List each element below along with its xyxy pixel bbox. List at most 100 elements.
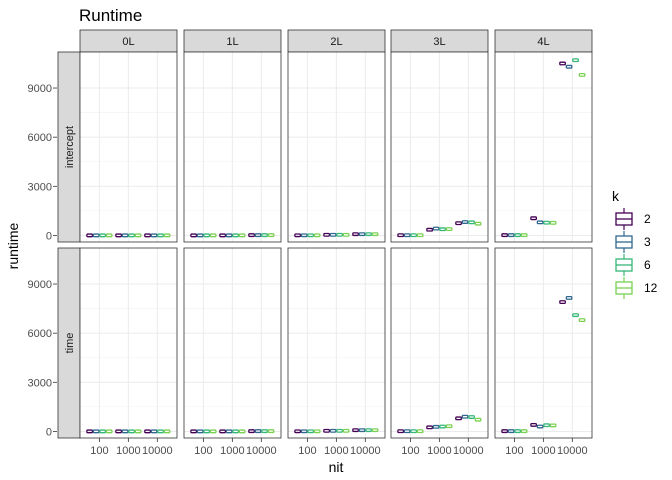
box-mark	[461, 414, 469, 419]
box-mark	[300, 429, 308, 434]
facet-panel	[390, 51, 489, 243]
box-mark	[232, 429, 240, 434]
y-tick-label: 9000	[28, 279, 52, 291]
box-mark	[115, 233, 123, 238]
box-mark	[461, 220, 469, 224]
facet-strip-col-label: 1L	[226, 36, 238, 48]
box-mark	[163, 429, 171, 434]
x-tick-label: 100	[194, 445, 212, 457]
box-mark	[196, 429, 204, 434]
box-mark	[267, 429, 275, 434]
panel-border	[494, 51, 593, 243]
box-mark	[536, 424, 544, 429]
facet-panel	[183, 51, 282, 243]
chart-title: Runtime	[79, 6, 142, 25]
box-mark	[267, 233, 275, 238]
box-mark	[209, 233, 217, 238]
box-mark	[163, 233, 171, 238]
box-mark	[203, 233, 211, 238]
y-tick-label: 6000	[28, 132, 52, 144]
x-tick-label: 10000	[453, 445, 484, 457]
box-mark	[121, 429, 129, 434]
box-mark	[99, 429, 107, 434]
box-mark	[549, 220, 557, 225]
legend-entry: 3	[615, 231, 651, 253]
box-mark	[238, 429, 246, 434]
box-mark	[336, 428, 344, 433]
box-mark	[530, 422, 538, 427]
box-mark	[507, 233, 515, 238]
facet-panel	[390, 247, 489, 439]
y-tick-label: 0	[46, 230, 52, 242]
box-mark	[121, 233, 129, 238]
box-mark	[144, 233, 151, 238]
box-mark	[105, 429, 113, 434]
box-mark	[474, 221, 482, 226]
facet-strip-row-label: time	[64, 333, 76, 354]
x-tick-label: 10000	[350, 445, 381, 457]
box-mark	[403, 233, 411, 238]
box-mark	[144, 429, 151, 434]
box-mark	[520, 233, 528, 238]
x-tick-label: 1000	[324, 445, 348, 457]
box-mark	[196, 233, 204, 238]
box-mark	[190, 429, 198, 434]
box-mark	[261, 233, 268, 238]
box-mark	[549, 423, 557, 428]
box-mark	[426, 227, 434, 232]
panel-border	[287, 51, 386, 243]
box-mark	[203, 429, 211, 434]
legend: k 2 3 6 12	[612, 188, 658, 299]
facet-strip-col-label: 2L	[330, 36, 342, 48]
x-tick-label: 10000	[557, 445, 588, 457]
x-axis-title: nit	[329, 459, 344, 475]
box-mark	[248, 233, 255, 238]
box-mark	[572, 313, 579, 318]
box-mark	[365, 428, 372, 433]
box-mark	[323, 428, 331, 433]
legend-entry: 12	[615, 277, 658, 299]
box-mark	[294, 429, 302, 434]
box-mark	[232, 233, 240, 238]
box-mark	[365, 232, 372, 237]
box-mark	[572, 58, 579, 63]
box-mark	[445, 227, 453, 232]
box-mark	[578, 318, 586, 323]
box-mark	[134, 429, 142, 434]
box-mark	[578, 72, 586, 77]
box-mark	[225, 429, 233, 434]
box-mark	[150, 429, 158, 434]
x-tick-label: 1000	[427, 445, 451, 457]
box-mark	[352, 428, 359, 433]
box-mark	[294, 233, 302, 238]
box-mark	[336, 232, 344, 237]
box-mark	[329, 428, 337, 433]
box-mark	[358, 428, 366, 433]
panel-border	[79, 51, 178, 243]
box-mark	[307, 233, 315, 238]
facet-panel	[79, 247, 178, 439]
facet-strip-row-label: intercept	[64, 126, 76, 168]
box-mark	[105, 233, 113, 238]
box-mark	[410, 233, 418, 238]
facet-strip-col-label: 4L	[537, 36, 549, 48]
box-mark	[329, 232, 337, 237]
box-mark	[559, 61, 566, 66]
facet-strip-col-label: 0L	[122, 36, 134, 48]
y-tick-label: 9000	[28, 83, 52, 95]
box-mark	[565, 296, 573, 300]
box-mark	[501, 429, 509, 434]
box-mark	[134, 233, 142, 238]
box-mark	[416, 429, 424, 434]
box-mark	[150, 233, 158, 238]
box-mark	[115, 429, 123, 434]
box-mark	[426, 425, 434, 430]
facet-panel	[494, 51, 593, 243]
box-mark	[342, 428, 350, 433]
box-mark	[219, 429, 227, 434]
box-mark	[99, 233, 107, 238]
box-mark	[468, 220, 475, 225]
box-mark	[455, 221, 462, 226]
facet-panel	[287, 247, 386, 439]
facet-panel	[494, 247, 593, 439]
